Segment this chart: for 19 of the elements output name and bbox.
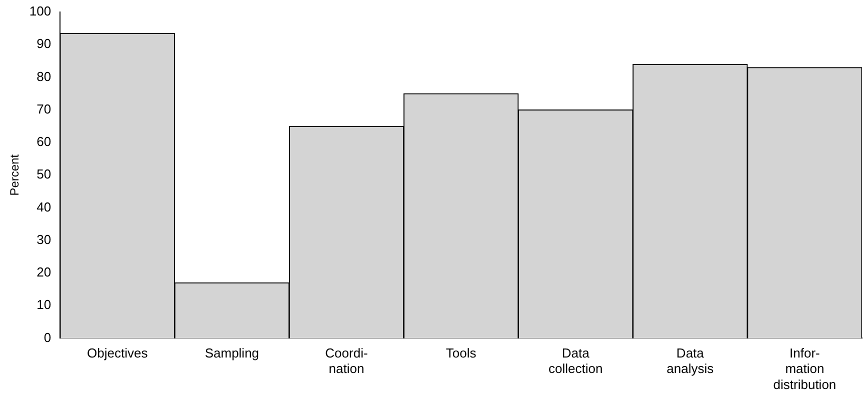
y-tick-label: 60 (36, 134, 52, 150)
y-tick-label: 30 (36, 232, 52, 247)
y-tick-label: 0 (44, 330, 52, 345)
y-tick-label: 20 (36, 264, 52, 280)
y-tick-label: 40 (36, 199, 52, 214)
y-tick-label: 10 (36, 297, 52, 312)
y-tick-label: 80 (36, 68, 52, 84)
y-tick-label: 100 (29, 4, 52, 19)
x-tick-label: Tools (446, 346, 477, 361)
x-tick-label: Data collection (548, 346, 603, 376)
x-tick-label: Data analysis (666, 346, 714, 376)
x-tick-label: Infor- mation distribution (773, 346, 836, 392)
y-tick-label: 50 (36, 166, 52, 182)
x-tick-label: Coordi- nation (325, 346, 368, 376)
x-tick-label: Sampling (204, 346, 260, 361)
y-axis-title: Percent (8, 154, 22, 196)
y-tick-label: 90 (36, 36, 52, 52)
x-tick-label: Objectives (87, 346, 148, 361)
y-tick-label: 70 (36, 101, 52, 116)
